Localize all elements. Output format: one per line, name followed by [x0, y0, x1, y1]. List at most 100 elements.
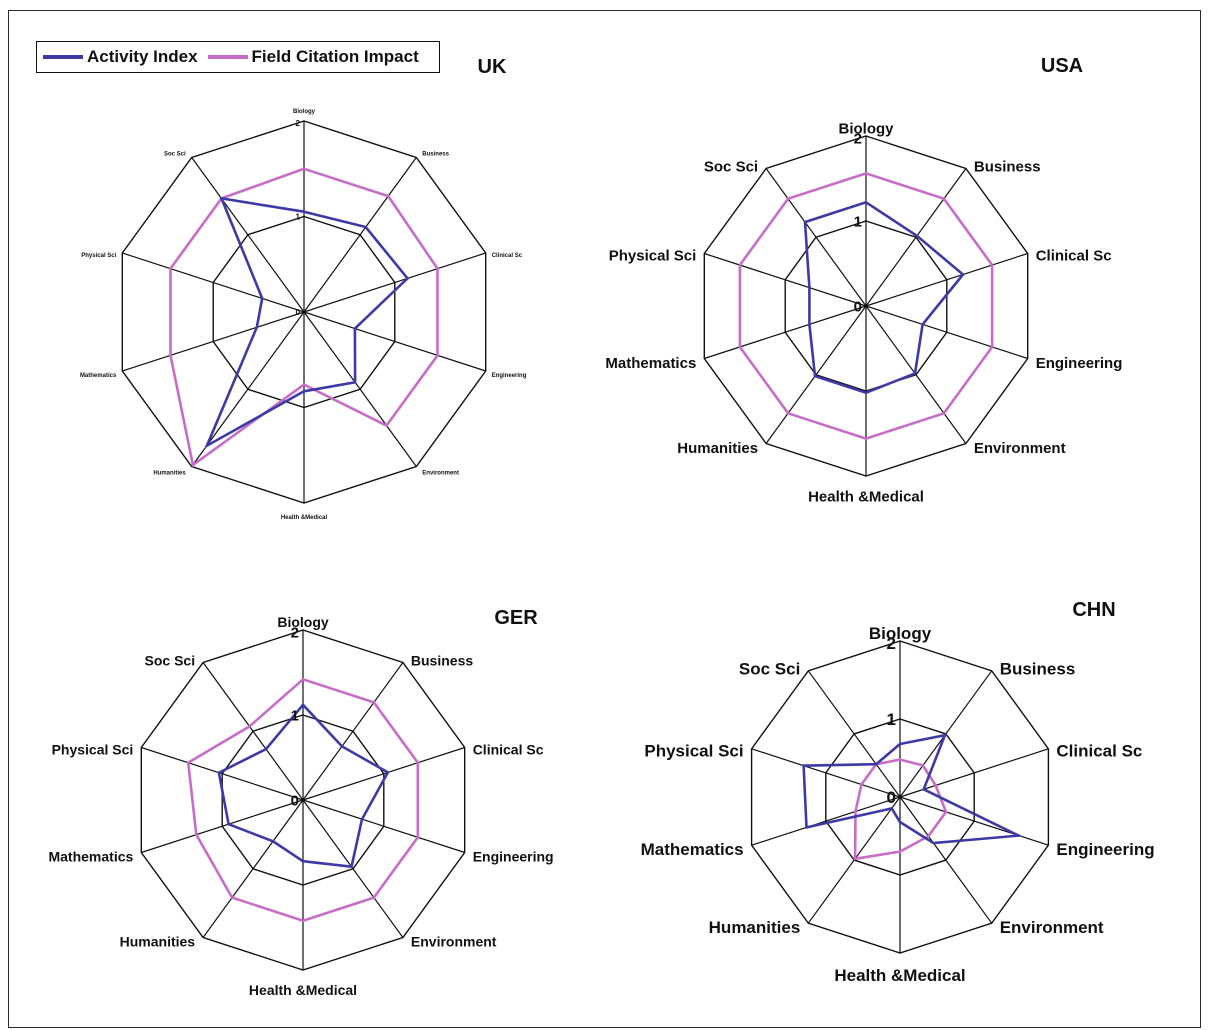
legend-swatch-activity — [43, 55, 83, 59]
axis-label-environment: Environment — [411, 933, 497, 949]
spoke-3 — [899, 796, 1049, 846]
spoke-3 — [302, 799, 465, 854]
axis-label-engineering: Engineering — [492, 373, 527, 379]
axis-label-biology: Biology — [869, 624, 932, 643]
tick-label: 0 — [887, 788, 896, 807]
axis-label-humanities: Humanities — [120, 933, 196, 949]
series-activity-index — [204, 196, 410, 449]
axis-label-business: Business — [1000, 660, 1076, 679]
axis-label-physical-sci: Physical Sci — [609, 248, 697, 265]
axis-label-physical-sci: Physical Sci — [81, 253, 116, 259]
axis-label-mathematics: Mathematics — [48, 848, 133, 864]
axis-label-environment: Environment — [1000, 918, 1104, 937]
spoke-8 — [122, 252, 305, 313]
spoke-2 — [302, 746, 465, 801]
spoke-9 — [191, 157, 305, 313]
axis-label-engineering: Engineering — [473, 848, 554, 864]
figure-frame — [8, 10, 1201, 1028]
axis-label-business: Business — [422, 152, 449, 158]
spoke-1 — [302, 662, 404, 801]
legend-swatch-citation — [207, 55, 248, 59]
spoke-9 — [807, 670, 901, 798]
axis-label-engineering: Engineering — [1056, 840, 1154, 859]
tick-label: 1 — [854, 213, 862, 230]
axis-label-health-medical: Health &Medical — [249, 982, 357, 998]
axis-label-biology: Biology — [277, 614, 329, 630]
spoke-7 — [141, 799, 304, 854]
axis-label-soc-sci: Soc Sci — [164, 152, 186, 158]
tick-label: 1 — [296, 212, 301, 221]
axis-label-mathematics: Mathematics — [80, 373, 117, 379]
axis-label-engineering: Engineering — [1036, 355, 1123, 372]
spoke-7 — [704, 305, 867, 360]
axis-label-humanities: Humanities — [677, 440, 758, 457]
series-field-citation-impact — [853, 758, 948, 861]
tick-label: 1 — [887, 710, 896, 729]
axis-label-clinical-sc: Clinical Sc — [492, 253, 523, 259]
axis-label-clinical-sc: Clinical Sc — [1036, 248, 1112, 265]
spoke-4 — [865, 305, 967, 444]
spoke-6 — [191, 311, 305, 467]
axis-label-biology: Biology — [839, 120, 895, 137]
axis-label-environment: Environment — [422, 471, 459, 477]
axis-label-clinical-sc: Clinical Sc — [473, 741, 544, 757]
chart-title-uk: UK — [478, 56, 507, 78]
spoke-2 — [303, 252, 486, 313]
axis-label-physical-sci: Physical Sci — [52, 741, 134, 757]
series-field-citation-impact — [169, 167, 439, 468]
axis-label-mathematics: Mathematics — [605, 355, 696, 372]
axis-label-environment: Environment — [974, 440, 1066, 457]
tick-label: 0 — [854, 298, 862, 315]
axis-label-health-medical: Health &Medical — [281, 515, 328, 521]
series-field-citation-impact — [738, 172, 994, 440]
axis-label-soc-sci: Soc Sci — [704, 159, 758, 176]
series-activity-index — [802, 733, 1024, 845]
spoke-6 — [202, 799, 304, 938]
spoke-1 — [303, 157, 417, 313]
spoke-4 — [302, 799, 404, 938]
axis-label-clinical-sc: Clinical Sc — [1056, 742, 1142, 761]
chart-title-chn: CHN — [1072, 599, 1115, 621]
tick-label: 0 — [296, 308, 301, 317]
axis-label-health-medical: Health &Medical — [808, 488, 924, 505]
series-field-citation-impact — [186, 677, 420, 923]
tick-label: 0 — [291, 792, 299, 809]
spoke-4 — [899, 796, 993, 924]
legend-box: Activity Index Field Citation Impact — [36, 41, 440, 73]
axis-label-health-medical: Health &Medical — [834, 966, 965, 985]
axis-label-soc-sci: Soc Sci — [145, 652, 196, 668]
spoke-8 — [751, 748, 901, 798]
series-activity-index — [217, 702, 390, 869]
tick-label: 2 — [296, 119, 301, 128]
chart-title-usa: USA — [1041, 55, 1083, 77]
legend-item-citation: Field Citation Impact — [207, 47, 419, 67]
spoke-7 — [122, 311, 305, 372]
tick-label: 2 — [887, 634, 896, 653]
axis-label-mathematics: Mathematics — [641, 840, 744, 859]
chart-title-ger: GER — [494, 607, 538, 629]
spoke-7 — [751, 796, 901, 846]
tick-label: 2 — [854, 130, 862, 147]
axis-label-biology: Biology — [293, 109, 316, 115]
axis-label-business: Business — [411, 652, 473, 668]
spoke-8 — [704, 252, 867, 307]
legend-label-citation: Field Citation Impact — [251, 47, 419, 66]
axis-label-physical-sci: Physical Sci — [644, 742, 743, 761]
legend-label-activity: Activity Index — [87, 47, 198, 66]
spoke-3 — [303, 311, 486, 372]
axis-label-soc-sci: Soc Sci — [739, 660, 800, 679]
spoke-8 — [141, 746, 304, 801]
spoke-9 — [202, 662, 304, 801]
axis-label-humanities: Humanities — [709, 918, 801, 937]
series-activity-index — [803, 200, 965, 395]
axis-label-humanities: Humanities — [153, 471, 186, 477]
spoke-3 — [865, 305, 1028, 360]
radar-chart-uk: 0 1 2 Biology Business Clinical Sc Engineering… — [80, 56, 527, 521]
spoke-4 — [303, 311, 417, 467]
spoke-1 — [865, 168, 967, 307]
tick-label: 1 — [291, 707, 299, 724]
